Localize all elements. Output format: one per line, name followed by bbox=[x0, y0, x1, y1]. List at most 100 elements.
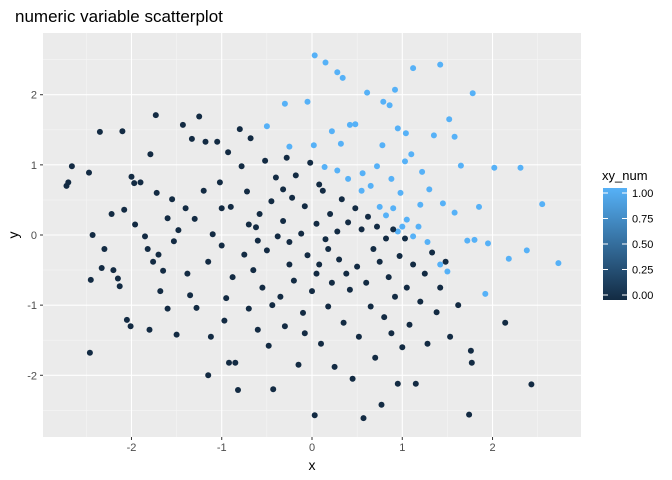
data-point bbox=[345, 219, 352, 226]
data-point bbox=[286, 143, 293, 150]
data-point bbox=[476, 203, 482, 210]
data-point bbox=[86, 349, 93, 356]
data-point bbox=[419, 168, 426, 175]
data-point bbox=[403, 284, 410, 291]
data-point bbox=[263, 123, 270, 130]
data-point bbox=[346, 286, 353, 293]
data-point bbox=[464, 237, 471, 244]
data-point bbox=[274, 233, 281, 240]
data-point bbox=[244, 188, 250, 195]
data-point bbox=[466, 411, 473, 418]
x-tick-label: 1 bbox=[399, 442, 405, 454]
data-point bbox=[209, 231, 216, 238]
data-point bbox=[238, 163, 245, 170]
data-point bbox=[160, 267, 167, 274]
data-point bbox=[376, 258, 383, 265]
data-point bbox=[424, 239, 431, 245]
y-tick-label: -1 bbox=[27, 300, 37, 312]
data-point bbox=[378, 401, 385, 408]
data-point bbox=[316, 181, 323, 188]
data-point bbox=[406, 321, 413, 328]
data-point bbox=[119, 128, 126, 135]
data-point bbox=[446, 116, 453, 123]
data-point bbox=[196, 113, 203, 120]
data-point bbox=[269, 302, 276, 309]
data-point bbox=[268, 198, 275, 205]
chart-title: numeric variable scatterplot bbox=[15, 7, 223, 26]
data-point bbox=[410, 261, 417, 268]
data-point bbox=[286, 261, 293, 268]
legend-tick-label: 0.25 bbox=[632, 265, 653, 277]
data-point bbox=[358, 187, 365, 194]
data-point bbox=[173, 331, 180, 338]
data-point bbox=[343, 270, 350, 277]
color-legend: xy_num 0.00 0.25 0.50 0.75 1.00 bbox=[602, 168, 653, 302]
data-point bbox=[354, 263, 361, 270]
data-point bbox=[101, 246, 108, 252]
data-point bbox=[127, 323, 134, 330]
data-point bbox=[283, 154, 290, 161]
data-point bbox=[137, 179, 144, 186]
data-point bbox=[455, 302, 462, 309]
data-point bbox=[365, 213, 371, 220]
legend-tick-label: 0.50 bbox=[632, 239, 653, 251]
data-point bbox=[272, 174, 279, 181]
data-point bbox=[321, 164, 328, 170]
data-point bbox=[523, 247, 530, 254]
data-point bbox=[334, 228, 341, 235]
data-point bbox=[205, 258, 212, 265]
data-point bbox=[424, 340, 431, 347]
data-point bbox=[310, 142, 317, 149]
data-point bbox=[380, 98, 387, 105]
data-point bbox=[214, 138, 221, 145]
y-tick-label: 0 bbox=[31, 230, 37, 242]
data-point bbox=[397, 189, 404, 196]
data-point bbox=[437, 61, 444, 68]
data-point bbox=[245, 305, 252, 312]
data-point bbox=[318, 340, 324, 347]
grid-major bbox=[43, 33, 581, 437]
data-point bbox=[482, 290, 489, 297]
data-point bbox=[370, 246, 377, 252]
data-point bbox=[292, 172, 299, 179]
data-point bbox=[345, 175, 352, 182]
data-point bbox=[447, 333, 454, 340]
data-point bbox=[469, 90, 476, 97]
data-point bbox=[301, 203, 308, 210]
data-point bbox=[471, 236, 478, 243]
data-point bbox=[307, 159, 314, 166]
data-point bbox=[175, 227, 182, 234]
data-point bbox=[331, 363, 338, 370]
data-point bbox=[164, 305, 171, 312]
data-point bbox=[236, 126, 243, 133]
data-point bbox=[301, 330, 308, 337]
data-point bbox=[403, 216, 410, 223]
data-point bbox=[289, 194, 296, 201]
data-point bbox=[334, 167, 341, 174]
data-point bbox=[367, 303, 374, 310]
legend-tick-label: 0.00 bbox=[632, 290, 653, 302]
data-point bbox=[245, 221, 252, 228]
data-point bbox=[270, 386, 277, 393]
data-point bbox=[502, 319, 509, 326]
data-point bbox=[360, 415, 367, 422]
data-point bbox=[221, 317, 228, 324]
data-point bbox=[402, 158, 408, 165]
data-point bbox=[392, 293, 398, 300]
data-point bbox=[364, 89, 371, 96]
data-point bbox=[121, 206, 128, 213]
data-point bbox=[322, 236, 329, 243]
data-point bbox=[152, 112, 159, 119]
data-point bbox=[232, 359, 239, 366]
data-point bbox=[68, 163, 75, 170]
data-point bbox=[394, 125, 401, 132]
data-point bbox=[254, 326, 261, 333]
data-point bbox=[265, 342, 272, 349]
data-point bbox=[281, 323, 288, 330]
data-point bbox=[467, 347, 474, 354]
data-point bbox=[396, 253, 403, 259]
data-point bbox=[316, 261, 323, 268]
data-point bbox=[277, 293, 284, 300]
data-point bbox=[505, 255, 512, 262]
